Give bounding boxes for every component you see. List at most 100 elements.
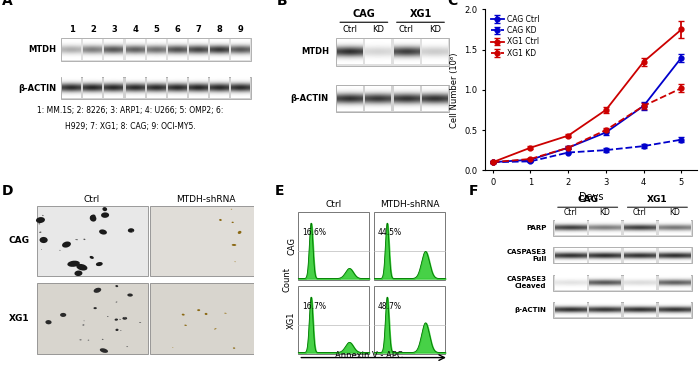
Ellipse shape — [88, 340, 89, 341]
Text: 16.6%: 16.6% — [302, 228, 326, 237]
Ellipse shape — [90, 256, 94, 259]
Text: CAG: CAG — [8, 237, 29, 246]
Bar — [36, 206, 148, 276]
Ellipse shape — [238, 231, 242, 234]
Text: 4: 4 — [132, 24, 138, 33]
Text: F: F — [468, 183, 478, 198]
Ellipse shape — [184, 325, 187, 326]
Text: XG1: XG1 — [647, 195, 668, 204]
Ellipse shape — [39, 231, 41, 233]
Ellipse shape — [102, 207, 107, 211]
Text: Ctrl: Ctrl — [326, 200, 342, 209]
Text: 7: 7 — [195, 24, 201, 33]
Text: 1: MM.1S; 2: 8226; 3: ARP1; 4: U266; 5: OMP2; 6:: 1: MM.1S; 2: 8226; 3: ARP1; 4: U266; 5: … — [37, 106, 223, 115]
Text: KD: KD — [669, 208, 680, 217]
Ellipse shape — [101, 212, 109, 218]
Ellipse shape — [99, 230, 107, 235]
Text: B: B — [276, 0, 287, 8]
Ellipse shape — [102, 339, 104, 340]
Ellipse shape — [232, 244, 237, 246]
Ellipse shape — [90, 214, 95, 219]
Bar — [61, 38, 251, 61]
Text: Ctrl: Ctrl — [342, 24, 357, 33]
X-axis label: Days: Days — [579, 192, 603, 202]
Text: KD: KD — [600, 208, 610, 217]
Ellipse shape — [122, 317, 127, 320]
Ellipse shape — [128, 228, 134, 232]
Ellipse shape — [119, 319, 121, 320]
Ellipse shape — [234, 261, 236, 262]
Text: Ctrl: Ctrl — [564, 208, 577, 217]
Bar — [150, 283, 261, 354]
Text: Count: Count — [282, 267, 291, 292]
Ellipse shape — [107, 316, 108, 317]
Ellipse shape — [182, 314, 185, 316]
Text: Annexin V - APC: Annexin V - APC — [335, 351, 403, 360]
Bar — [36, 283, 148, 354]
Bar — [61, 77, 251, 99]
Text: XG1: XG1 — [8, 314, 29, 322]
Text: 44.5%: 44.5% — [378, 228, 402, 237]
Text: 2: 2 — [90, 24, 96, 33]
Ellipse shape — [83, 238, 85, 240]
Ellipse shape — [96, 262, 103, 266]
Ellipse shape — [172, 347, 174, 348]
Ellipse shape — [75, 239, 78, 240]
Bar — [374, 286, 445, 354]
Ellipse shape — [127, 294, 133, 297]
Ellipse shape — [204, 313, 207, 315]
Text: 9: 9 — [237, 24, 244, 33]
Ellipse shape — [79, 339, 82, 340]
Text: CASPASE3
Cleaved: CASPASE3 Cleaved — [507, 276, 547, 289]
Ellipse shape — [46, 320, 52, 324]
Ellipse shape — [139, 322, 141, 323]
Ellipse shape — [116, 328, 118, 331]
Ellipse shape — [100, 348, 108, 353]
Ellipse shape — [224, 313, 227, 314]
Text: 6: 6 — [174, 24, 180, 33]
Text: CASPASE3
Full: CASPASE3 Full — [507, 249, 547, 262]
Text: 16.7%: 16.7% — [302, 302, 326, 311]
Text: Ctrl: Ctrl — [84, 195, 100, 204]
Bar — [298, 212, 370, 280]
Ellipse shape — [232, 222, 234, 223]
Ellipse shape — [132, 231, 134, 232]
Bar — [553, 248, 692, 264]
Text: 5: 5 — [153, 24, 159, 33]
Ellipse shape — [83, 324, 85, 326]
Text: 48.7%: 48.7% — [378, 302, 402, 311]
Bar — [553, 275, 692, 291]
Bar — [298, 286, 370, 354]
Text: D: D — [2, 183, 13, 198]
Ellipse shape — [36, 217, 45, 223]
Ellipse shape — [116, 302, 118, 303]
Ellipse shape — [233, 347, 235, 349]
Text: A: A — [2, 0, 13, 8]
Text: β-ACTIN: β-ACTIN — [290, 94, 329, 103]
Ellipse shape — [94, 288, 102, 293]
Ellipse shape — [60, 313, 66, 317]
Ellipse shape — [120, 330, 122, 331]
Text: MTDH-shRNA: MTDH-shRNA — [380, 200, 440, 209]
Text: 8: 8 — [216, 24, 223, 33]
Text: 3: 3 — [111, 24, 117, 33]
Bar — [553, 220, 692, 236]
Text: E: E — [274, 183, 284, 198]
Ellipse shape — [124, 317, 126, 318]
Ellipse shape — [42, 215, 43, 216]
Text: MTDH: MTDH — [28, 45, 56, 54]
Ellipse shape — [74, 270, 83, 276]
Legend: CAG Ctrl, CAG KD, XG1 Ctrl, XG1 KD: CAG Ctrl, CAG KD, XG1 Ctrl, XG1 KD — [489, 13, 541, 59]
Text: 1: 1 — [69, 24, 75, 33]
Text: CAG: CAG — [287, 237, 296, 255]
Ellipse shape — [41, 249, 42, 250]
Ellipse shape — [214, 328, 216, 330]
Ellipse shape — [126, 346, 128, 347]
Text: MTDH: MTDH — [301, 48, 329, 57]
Text: C: C — [447, 0, 457, 8]
Text: PARP: PARP — [526, 225, 547, 231]
Ellipse shape — [197, 309, 200, 311]
Ellipse shape — [116, 285, 118, 287]
Ellipse shape — [40, 237, 48, 243]
Bar — [374, 212, 445, 280]
